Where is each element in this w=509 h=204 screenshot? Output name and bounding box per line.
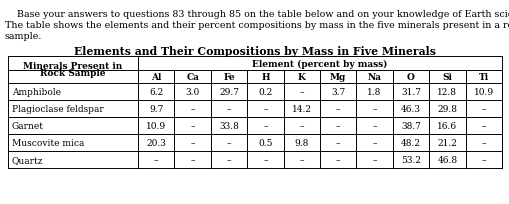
Text: –: –	[372, 121, 376, 130]
Text: H: H	[261, 73, 269, 82]
Text: 10.9: 10.9	[146, 121, 166, 130]
Text: –: –	[190, 155, 194, 164]
Text: The table shows the elements and their percent compositions by mass in the five : The table shows the elements and their p…	[5, 21, 509, 30]
Text: –: –	[190, 104, 194, 113]
Text: 48.2: 48.2	[400, 138, 420, 147]
Text: –: –	[263, 155, 267, 164]
Text: 29.8: 29.8	[437, 104, 457, 113]
Text: Garnet: Garnet	[12, 121, 44, 130]
Text: O: O	[406, 73, 414, 82]
Text: Quartz: Quartz	[12, 155, 43, 164]
Text: 20.3: 20.3	[146, 138, 166, 147]
Text: Element (percent by mass): Element (percent by mass)	[252, 59, 387, 68]
Text: 3.7: 3.7	[330, 88, 345, 96]
Text: 0.5: 0.5	[258, 138, 272, 147]
Text: –: –	[154, 155, 158, 164]
Text: –: –	[480, 121, 485, 130]
Text: 0.2: 0.2	[258, 88, 272, 96]
Text: –: –	[299, 88, 303, 96]
Text: –: –	[372, 155, 376, 164]
Text: –: –	[299, 121, 303, 130]
Text: –: –	[480, 155, 485, 164]
Text: –: –	[335, 138, 340, 147]
Text: 21.2: 21.2	[437, 138, 457, 147]
Text: sample.: sample.	[5, 32, 42, 41]
Text: 14.2: 14.2	[291, 104, 311, 113]
Text: Ca: Ca	[186, 73, 199, 82]
Text: –: –	[263, 121, 267, 130]
Text: Base your answers to questions 83 through 85 on the table below and on your know: Base your answers to questions 83 throug…	[5, 10, 509, 19]
Text: –: –	[480, 138, 485, 147]
Text: 31.7: 31.7	[400, 88, 420, 96]
Text: –: –	[190, 121, 194, 130]
Text: 9.7: 9.7	[149, 104, 163, 113]
Text: 9.8: 9.8	[294, 138, 308, 147]
Text: –: –	[227, 138, 231, 147]
Text: 3.0: 3.0	[185, 88, 200, 96]
Text: 46.3: 46.3	[400, 104, 420, 113]
Text: –: –	[335, 104, 340, 113]
Text: Plagioclase feldspar: Plagioclase feldspar	[12, 104, 103, 113]
Text: K: K	[297, 73, 305, 82]
Text: 53.2: 53.2	[400, 155, 420, 164]
Text: 10.9: 10.9	[473, 88, 493, 96]
Text: 1.8: 1.8	[366, 88, 381, 96]
Text: –: –	[227, 104, 231, 113]
Text: –: –	[480, 104, 485, 113]
Text: Al: Al	[151, 73, 161, 82]
Text: 29.7: 29.7	[218, 88, 239, 96]
Text: Si: Si	[442, 73, 451, 82]
Text: Muscovite mica: Muscovite mica	[12, 138, 84, 147]
Text: Minerals Present in: Minerals Present in	[23, 62, 122, 71]
Text: 46.8: 46.8	[437, 155, 457, 164]
Text: –: –	[372, 138, 376, 147]
Text: 6.2: 6.2	[149, 88, 163, 96]
Text: –: –	[335, 155, 340, 164]
Text: Fe: Fe	[223, 73, 234, 82]
Text: 12.8: 12.8	[437, 88, 457, 96]
Text: –: –	[299, 155, 303, 164]
Text: 33.8: 33.8	[219, 121, 239, 130]
Text: Rock Sample: Rock Sample	[40, 69, 105, 78]
Text: –: –	[335, 121, 340, 130]
Text: –: –	[372, 104, 376, 113]
Text: –: –	[190, 138, 194, 147]
Text: Ti: Ti	[478, 73, 488, 82]
Text: 38.7: 38.7	[400, 121, 420, 130]
Text: 16.6: 16.6	[437, 121, 457, 130]
Text: Na: Na	[367, 73, 381, 82]
Text: Elements and Their Compositions by Mass in Five Minerals: Elements and Their Compositions by Mass …	[74, 46, 435, 57]
Text: Mg: Mg	[329, 73, 346, 82]
Text: –: –	[227, 155, 231, 164]
Text: Amphibole: Amphibole	[12, 88, 61, 96]
Text: –: –	[263, 104, 267, 113]
